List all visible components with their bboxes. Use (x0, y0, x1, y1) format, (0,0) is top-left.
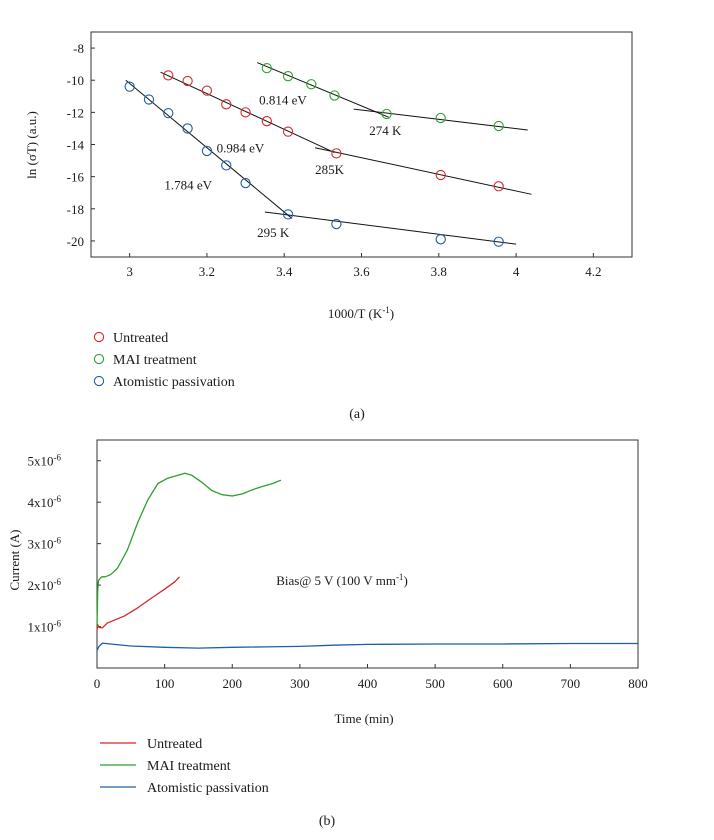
data-point (240, 107, 251, 118)
data-point (124, 81, 135, 92)
legend-label-b: Atomistic passivation (147, 781, 269, 796)
data-point (182, 123, 193, 134)
legend-label-a: Untreated (113, 331, 168, 346)
annotation-a: 1.784 eV (164, 178, 212, 193)
x-tick-label-b: 800 (628, 676, 648, 691)
data-point (201, 145, 213, 157)
fit-line (256, 62, 389, 118)
y-tick-label-a: -10 (67, 73, 84, 88)
x-axis-label-b: Time (min) (334, 711, 393, 726)
y-tick-label-b: 1x10-6 (28, 619, 62, 635)
fit-line (264, 211, 517, 245)
legend-label-a: MAI treatment (113, 353, 197, 368)
y-tick-label-a: -14 (67, 138, 85, 153)
data-point (435, 234, 446, 245)
series-line (96, 642, 638, 651)
y-tick-label-b: 2x10-6 (28, 577, 62, 593)
x-tick-label-a: 3 (126, 264, 133, 279)
x-tick-label-a: 3.2 (199, 264, 215, 279)
data-point (435, 169, 446, 181)
fit-line (315, 147, 532, 195)
data-point (261, 116, 272, 127)
data-point (261, 63, 272, 74)
y-tick-label-b: 5x10-6 (28, 453, 62, 469)
data-point (329, 90, 340, 101)
data-point (201, 85, 213, 96)
x-tick-label-a: 3.8 (431, 264, 447, 279)
series-line (96, 576, 180, 631)
data-point (282, 209, 294, 220)
y-tick-label-a: -12 (67, 105, 84, 120)
panel-a-caption: (a) (349, 407, 365, 422)
data-point (435, 112, 446, 124)
x-tick-label-b: 500 (425, 676, 445, 691)
data-point (493, 120, 504, 132)
y-tick-label-b: 4x10-6 (28, 494, 62, 510)
panel-b-caption: (b) (319, 814, 336, 829)
annotation-a: 285K (315, 162, 345, 177)
panel-b-current-time-plot: 0 100 200 300 400 500 600 700 800 1x10-6 2x10-6 3x1… (7, 439, 648, 829)
series-line (96, 472, 282, 627)
x-tick-label-b: 0 (94, 676, 101, 691)
legend-label-b: MAI treatment (147, 759, 231, 774)
legend-marker-a (93, 331, 105, 343)
x-tick-label-b: 700 (561, 676, 581, 691)
legend-marker-a (93, 375, 105, 387)
fit-line (353, 108, 528, 131)
data-point (493, 181, 504, 192)
annotation-a: 295 K (257, 225, 290, 240)
data-point (331, 148, 342, 159)
data-point (143, 94, 155, 105)
x-axis-label-a: 1000/T (K-1) (328, 305, 394, 321)
x-tick-label-b: 200 (223, 676, 243, 691)
x-tick-label-b: 100 (155, 676, 175, 691)
legend-label-b: Untreated (147, 737, 202, 752)
x-tick-label-a: 4 (513, 264, 520, 279)
data-point (381, 108, 392, 120)
x-tick-label-a: 3.4 (276, 264, 293, 279)
legend-label-a: Atomistic passivation (113, 375, 235, 390)
fit-line (125, 79, 293, 219)
data-point (282, 126, 294, 137)
data-point (493, 236, 504, 247)
x-tick-label-b: 300 (290, 676, 310, 691)
y-axis-label-a: ln (σT) (a.u.) (24, 111, 39, 179)
y-tick-label-a: -16 (67, 170, 85, 185)
data-point (182, 75, 193, 87)
panel-a-arrhenius-plot: 3 3.2 3.4 3.6 3.8 4 4.2 -8 -10 -12 -14 -16 -18 -20 100… (24, 31, 633, 422)
y-tick-label-a: -18 (67, 202, 84, 217)
data-point (221, 99, 232, 110)
data-point (306, 79, 317, 90)
x-tick-label-b: 400 (358, 676, 378, 691)
x-tick-label-b: 600 (493, 676, 513, 691)
x-tick-label-a: 4.2 (585, 264, 601, 279)
data-point (163, 108, 174, 119)
legend-marker-a (93, 353, 105, 365)
y-tick-label-b: 3x10-6 (28, 536, 62, 552)
data-point (331, 218, 342, 230)
data-point (163, 70, 174, 81)
x-tick-label-a: 3.6 (353, 264, 370, 279)
annotation-a: 0.814 eV (259, 92, 307, 107)
data-point (282, 71, 294, 82)
data-point (221, 160, 232, 171)
annotation-a: 274 K (369, 123, 402, 138)
bias-annotation: Bias@ 5 V (100 V mm-1) (276, 572, 408, 588)
y-tick-label-a: -20 (67, 234, 84, 249)
data-point (240, 177, 251, 189)
plot-frame-a (90, 31, 633, 258)
plot-frame-b (96, 439, 639, 669)
y-tick-label-a: -8 (73, 41, 84, 56)
annotation-a: 0.984 eV (217, 141, 265, 156)
y-axis-label-b: Current (A) (7, 529, 22, 590)
